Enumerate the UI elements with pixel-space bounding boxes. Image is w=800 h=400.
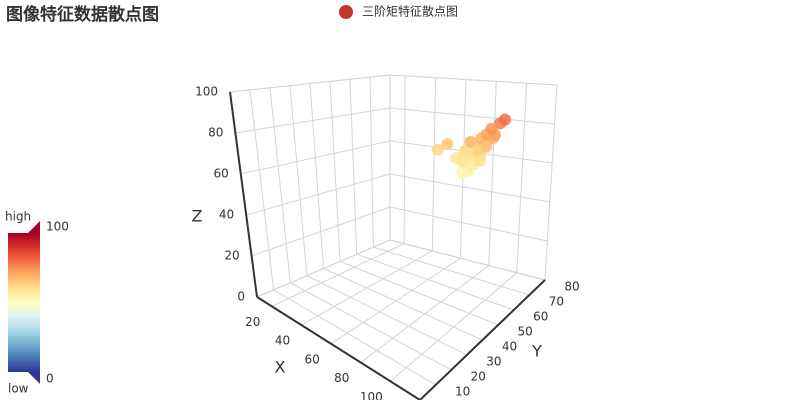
grid-line — [235, 107, 391, 134]
grid-line — [431, 77, 437, 251]
grid-line — [389, 74, 558, 86]
grid-line — [488, 81, 497, 266]
point — [498, 113, 511, 126]
point — [464, 135, 477, 148]
visual-map-max: 100 — [46, 220, 69, 234]
grid-line — [246, 173, 391, 216]
wall-edge — [544, 84, 558, 281]
visual-map-low: low — [8, 382, 29, 396]
y-axis-line — [419, 279, 546, 400]
visual-map-handle[interactable] — [28, 372, 40, 384]
point — [431, 143, 444, 156]
y-tick-label: 20 — [471, 370, 486, 384]
visual-map-bar — [8, 233, 40, 372]
z-tick-label: 80 — [208, 126, 223, 140]
y-tick-label: 60 — [533, 310, 548, 324]
x-axis-line — [256, 296, 421, 400]
point — [441, 137, 454, 150]
y-tick-label: 40 — [502, 340, 517, 354]
point — [471, 144, 484, 157]
grid-line — [269, 87, 291, 283]
grid-line — [309, 83, 324, 269]
y-tick-label: 30 — [486, 355, 501, 369]
grid-line — [289, 85, 308, 276]
grid-line — [356, 253, 514, 311]
visual-map-high: high — [5, 210, 31, 224]
point — [456, 155, 469, 168]
x-tick-label: 60 — [304, 352, 319, 366]
grid-line — [306, 275, 468, 356]
grid-line — [389, 206, 548, 242]
grid-line — [256, 239, 391, 298]
point — [456, 166, 469, 179]
z-tick-label: 100 — [195, 85, 218, 99]
x-tick-label: 80 — [334, 371, 349, 385]
grid-line — [240, 140, 391, 175]
y-axis-label: Y — [531, 342, 542, 361]
grid-line — [323, 268, 483, 341]
grid-line — [389, 173, 550, 203]
grid-line — [369, 77, 374, 248]
grid-line — [373, 246, 530, 296]
point — [473, 155, 486, 168]
legend-marker[interactable] — [339, 5, 353, 19]
x-tick-label: 40 — [275, 334, 290, 348]
z-tick-label: 60 — [214, 167, 229, 181]
grid-line — [249, 89, 275, 290]
z-tick-label: 0 — [237, 290, 245, 304]
z-tick-label: 20 — [224, 249, 239, 263]
grid-line — [389, 107, 555, 125]
x-tick-label: 100 — [360, 390, 383, 400]
point — [485, 122, 498, 135]
grid-line — [329, 81, 341, 262]
grid-line — [251, 206, 391, 257]
y-tick-label: 70 — [549, 295, 564, 309]
grid-line — [349, 79, 358, 255]
z-axis-label: Z — [192, 207, 203, 226]
x-axis-label: X — [275, 358, 286, 377]
grid-line — [403, 75, 406, 244]
y-tick-label: 10 — [455, 385, 470, 399]
grid-line — [389, 239, 546, 281]
legend-label[interactable]: 三阶矩特征散点图 — [362, 4, 458, 19]
chart-title: 图像特征数据散点图 — [6, 4, 159, 25]
grid-line — [290, 282, 452, 371]
y-tick-label: 50 — [517, 325, 532, 339]
grid-line — [229, 74, 391, 93]
visual-map-min: 0 — [46, 372, 54, 386]
visual-map-handle[interactable] — [28, 221, 40, 233]
z-axis-line — [229, 91, 258, 298]
x-tick-label: 20 — [245, 315, 260, 329]
grid-line — [273, 289, 436, 386]
grid-line — [516, 83, 528, 273]
y-tick-label: 80 — [564, 280, 579, 294]
z-tick-label: 40 — [219, 208, 234, 222]
grid-line — [339, 260, 499, 326]
